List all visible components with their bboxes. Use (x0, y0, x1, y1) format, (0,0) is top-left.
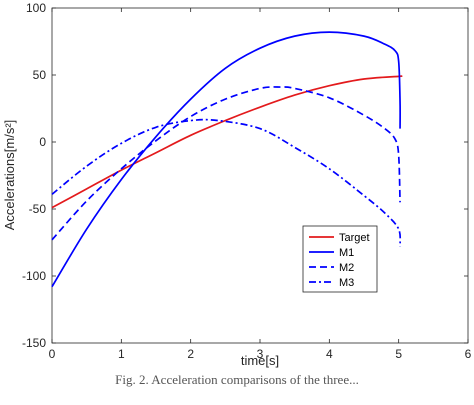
y-tick-label: 50 (33, 68, 47, 82)
series-line-target (51, 75, 403, 209)
x-axis-label: time[s] (241, 353, 279, 368)
x-axis-ticks: 0 1 2 3 4 5 6 (49, 8, 472, 361)
legend: Target M1 M2 M3 (302, 225, 378, 293)
series-layer (51, 31, 403, 288)
x-tick-label: 5 (395, 347, 402, 361)
legend-label-target: Target (339, 232, 370, 244)
legend-label-m1: M1 (339, 247, 354, 259)
legend-label-m2: M2 (339, 262, 354, 274)
legend-label-m3: M3 (339, 277, 354, 289)
y-axis-ticks: -150 -100 -50 0 50 100 (22, 1, 468, 350)
figure-caption: Fig. 2. Acceleration comparisons of the … (115, 372, 359, 387)
y-tick-label: -50 (29, 202, 47, 216)
x-tick-label: 6 (465, 347, 472, 361)
y-tick-label: -150 (22, 336, 46, 350)
legend-items: Target M1 M2 M3 (309, 232, 370, 289)
chart: -150 -100 -50 0 50 100 0 1 2 3 4 5 6 time[s] Accele… (2, 1, 472, 368)
series-line-m3 (51, 118, 402, 247)
x-tick-label: 3 (257, 347, 264, 361)
y-tick-label: 100 (26, 1, 46, 15)
x-tick-label: 0 (49, 347, 56, 361)
y-tick-label: -100 (22, 269, 46, 283)
y-tick-label: 0 (39, 135, 46, 149)
series-line-m2 (51, 86, 401, 241)
x-tick-label: 2 (187, 347, 194, 361)
x-tick-label: 1 (118, 347, 125, 361)
x-tick-label: 4 (326, 347, 333, 361)
series-line-m1 (51, 31, 402, 288)
y-axis-label: Accelerations[m/s²] (2, 120, 17, 231)
